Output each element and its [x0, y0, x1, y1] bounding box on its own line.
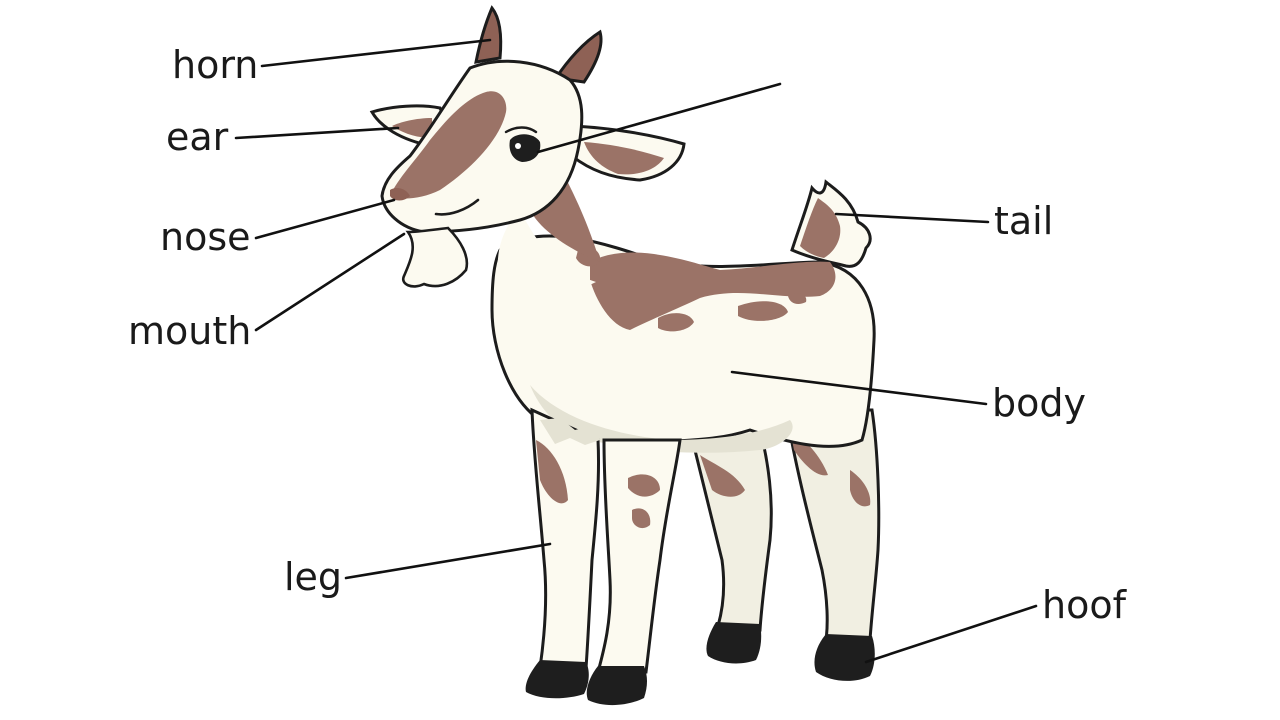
leader-mouth [254, 232, 406, 332]
goat-front-hooves [525, 660, 647, 706]
leader-hoof [864, 604, 1038, 664]
label-tail: tail [994, 199, 1053, 243]
leader-lines [234, 38, 1038, 664]
label-nose: nose [160, 215, 251, 259]
leader-ear [234, 126, 400, 140]
part-labels: horn ear nose mouth leg tail body hoof [128, 43, 1128, 627]
leader-body [730, 370, 988, 406]
goat-head [380, 59, 600, 296]
label-ear: ear [166, 115, 229, 159]
leader-horn [260, 38, 492, 68]
label-hoof: hoof [1042, 583, 1128, 627]
goat-body [490, 234, 876, 453]
goat-back-legs [688, 408, 881, 642]
goat-front-legs [530, 407, 682, 674]
goat-horns [474, 5, 603, 84]
leader-leg [344, 542, 552, 580]
label-leg: leg [284, 555, 342, 599]
label-mouth: mouth [128, 309, 251, 353]
label-horn: horn [172, 43, 258, 87]
goat-back-hooves [706, 622, 875, 681]
leader-nose [254, 198, 396, 240]
leader-eye [536, 82, 782, 154]
leader-tail [834, 212, 990, 224]
goat-tail [790, 179, 872, 268]
label-body: body [992, 381, 1086, 425]
